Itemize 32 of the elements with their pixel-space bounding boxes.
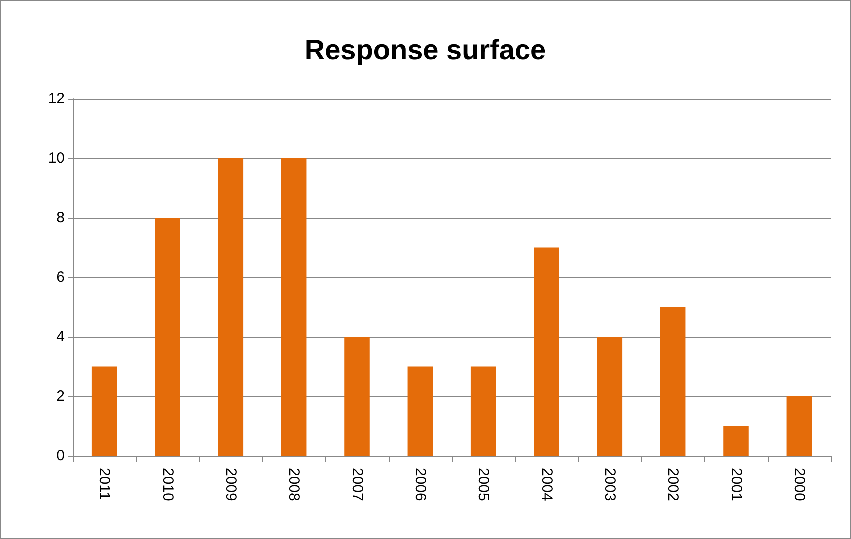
y-tick-label: 12 xyxy=(48,90,65,108)
x-tick-label: 2007 xyxy=(348,468,366,502)
x-tick-label: 2003 xyxy=(601,468,618,502)
y-tick-label: 10 xyxy=(48,150,65,167)
y-tick-label: 8 xyxy=(56,210,65,226)
bar xyxy=(344,337,370,456)
bar xyxy=(470,366,496,456)
bar xyxy=(724,426,749,456)
y-tick-label: 4 xyxy=(56,328,65,346)
chart-title: Response surface xyxy=(304,34,546,66)
x-tick-label: 2008 xyxy=(286,468,303,502)
x-tick-label: 2010 xyxy=(159,468,176,502)
bar xyxy=(281,158,307,456)
bar xyxy=(218,158,244,456)
x-tick-label: 2002 xyxy=(664,468,682,502)
x-tick-label: 2006 xyxy=(412,468,429,502)
bar xyxy=(534,248,560,456)
x-tick-label: 2004 xyxy=(538,468,556,502)
x-tick-label: 2011 xyxy=(96,468,114,500)
x-tick-label: 2000 xyxy=(790,468,808,502)
y-tick-label: 2 xyxy=(56,388,65,405)
x-tick-label: 2005 xyxy=(475,468,492,502)
y-tick-label: 0 xyxy=(56,448,65,464)
bar xyxy=(92,366,118,456)
x-tick-label: 2001 xyxy=(728,468,745,502)
bar xyxy=(786,396,812,456)
y-tick-label: 6 xyxy=(56,269,65,286)
bar xyxy=(597,337,623,456)
bar xyxy=(155,218,180,456)
x-tick-label: 2009 xyxy=(222,468,240,502)
bar xyxy=(660,307,686,456)
bar xyxy=(408,366,434,456)
